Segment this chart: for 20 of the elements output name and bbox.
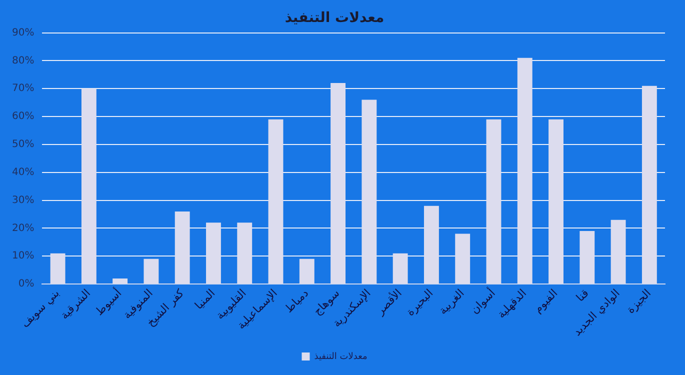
y-tick-label: 50% (12, 139, 34, 150)
x-tick-label: دمياط (282, 286, 312, 316)
x-tick-label: المنيا (192, 286, 218, 312)
x-tick-label: الغربية (436, 286, 467, 318)
y-tick-label: 70% (12, 83, 34, 94)
y-tick-label: 30% (12, 194, 34, 206)
x-tick-label: الفيوم (531, 286, 560, 316)
x-tick-label: الأقصر (372, 286, 404, 318)
y-tick-label: 10% (12, 250, 34, 262)
x-tick-label: قنا (574, 286, 592, 304)
x-tick-label: البحيرة (404, 286, 436, 318)
y-tick-label: 80% (12, 55, 34, 66)
legend-label: معدلات التنفيذ (314, 352, 368, 362)
chart-title: معدلات التنفيذ (284, 10, 384, 26)
y-tick-label: 90% (12, 27, 34, 38)
y-tick-label: 20% (12, 222, 34, 234)
y-tick-label: 40% (12, 166, 34, 178)
y-tick-label: 60% (12, 111, 34, 122)
x-tick-label: أسيوط (92, 286, 124, 318)
x-tick-label: الجيزة (624, 286, 654, 316)
